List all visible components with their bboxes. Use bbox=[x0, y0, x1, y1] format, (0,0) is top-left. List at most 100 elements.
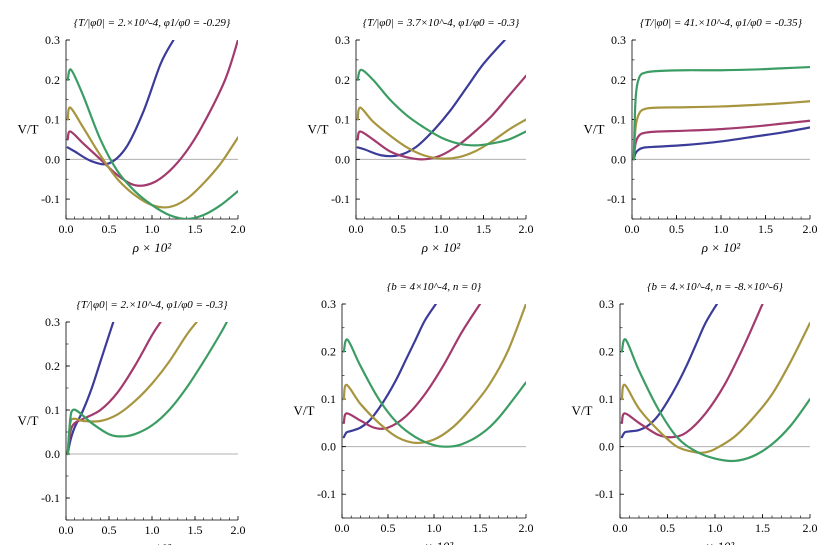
x-axis-label: ρ × 10² bbox=[132, 541, 173, 545]
y-tick-label: 0.3 bbox=[45, 33, 60, 47]
x-tick-label: 1.0 bbox=[708, 521, 723, 535]
x-tick-label: 2.0 bbox=[803, 521, 818, 535]
series-line-blue bbox=[342, 304, 437, 439]
x-tick-label: 1.0 bbox=[427, 521, 442, 535]
y-tick-label: 0.3 bbox=[599, 297, 614, 311]
y-tick-label: 0.3 bbox=[611, 33, 626, 47]
series-line-magenta bbox=[356, 74, 526, 161]
x-tick-label: 0.5 bbox=[102, 523, 117, 537]
y-tick-label: -0.1 bbox=[595, 487, 614, 501]
panel-5: {b = 4×10^-4, n = 0} -0.1 0.0 0.1 0.2 0.3 0.0 0… bbox=[294, 281, 534, 545]
y-tick-label: -0.1 bbox=[41, 491, 60, 505]
y-tick-label: 0.0 bbox=[611, 152, 626, 166]
x-tick-label: 0.5 bbox=[669, 222, 684, 236]
y-axis-label: V/T bbox=[572, 403, 593, 418]
y-tick-label: 0.0 bbox=[335, 152, 350, 166]
x-tick-label: 1.5 bbox=[473, 521, 488, 535]
x-axis-label: ρ × 10² bbox=[414, 539, 455, 545]
x-tick-label: 0.0 bbox=[335, 521, 350, 535]
series-line-magenta bbox=[620, 304, 764, 439]
y-tick-label: 0.3 bbox=[45, 315, 60, 329]
y-tick-label: 0.0 bbox=[45, 152, 60, 166]
y-tick-label: 0.0 bbox=[321, 440, 336, 454]
y-tick-label: 0.0 bbox=[45, 447, 60, 461]
x-tick-label: 0.0 bbox=[59, 523, 74, 537]
x-tick-label: 1.0 bbox=[434, 222, 449, 236]
series-line-green bbox=[66, 68, 238, 219]
y-tick-label: 0.3 bbox=[321, 297, 336, 311]
series-line-gold bbox=[620, 321, 810, 455]
y-axis-label: V/T bbox=[294, 403, 315, 418]
x-tick-label: 1.0 bbox=[714, 222, 729, 236]
panel-title: {b = 4×10^-4, n = 0} bbox=[387, 281, 482, 293]
series-line-green bbox=[620, 338, 810, 463]
series-line-gold bbox=[632, 100, 810, 161]
y-axis-label: V/T bbox=[308, 122, 329, 137]
y-axis-label: V/T bbox=[584, 122, 605, 137]
x-tick-label: 1.5 bbox=[758, 222, 773, 236]
y-tick-label: -0.1 bbox=[331, 192, 350, 206]
series-line-blue bbox=[66, 322, 115, 456]
x-tick-label: 0.0 bbox=[625, 222, 640, 236]
y-tick-label: 0.2 bbox=[45, 359, 60, 373]
series-line-gold bbox=[342, 304, 526, 445]
x-tick-label: 2.0 bbox=[231, 222, 246, 236]
y-tick-label: 0.1 bbox=[335, 113, 350, 127]
y-tick-label: 0.3 bbox=[335, 33, 350, 47]
x-axis-label: ρ × 10² bbox=[701, 240, 742, 255]
series-line-blue bbox=[356, 40, 506, 158]
panel-title: {T/|φ0| = 2.×10^-4, φ1/φ0 = -0.29} bbox=[74, 17, 231, 29]
series-line-gold bbox=[66, 322, 198, 456]
y-tick-label: -0.1 bbox=[607, 192, 626, 206]
x-tick-label: 2.0 bbox=[231, 523, 246, 537]
x-tick-label: 0.5 bbox=[381, 521, 396, 535]
series-line-magenta bbox=[66, 40, 238, 187]
y-tick-label: 0.1 bbox=[321, 392, 336, 406]
y-tick-label: 0.1 bbox=[45, 403, 60, 417]
y-tick-label: 0.2 bbox=[45, 73, 60, 87]
x-tick-label: 0.0 bbox=[349, 222, 364, 236]
x-tick-label: 1.5 bbox=[755, 521, 770, 535]
y-tick-label: 0.0 bbox=[599, 440, 614, 454]
y-tick-label: 0.2 bbox=[335, 73, 350, 87]
x-tick-label: 2.0 bbox=[519, 222, 534, 236]
y-tick-label: 0.2 bbox=[599, 345, 614, 359]
y-axis-label: V/T bbox=[18, 122, 39, 137]
series-line-blue bbox=[620, 304, 718, 439]
y-tick-label: 0.1 bbox=[611, 113, 626, 127]
x-tick-label: 2.0 bbox=[803, 222, 818, 236]
panel-1: {T/|φ0| = 2.×10^-4, φ1/φ0 = -0.29} -0.1 0.… bbox=[18, 17, 246, 255]
panel-4: {T/|φ0| = 2.×10^-4, φ1/φ0 = -0.3} -0.1 0.0… bbox=[18, 299, 246, 545]
x-tick-label: 1.5 bbox=[188, 523, 203, 537]
series-line-gold bbox=[356, 106, 526, 160]
x-tick-label: 2.0 bbox=[519, 521, 534, 535]
y-tick-label: -0.1 bbox=[317, 487, 336, 501]
panel-2: {T/|φ0| = 3.7×10^-4, φ1/φ0 = -0.3} -0.1 0.… bbox=[308, 17, 534, 255]
x-tick-label: 0.5 bbox=[102, 222, 117, 236]
panel-title: {T/|φ0| = 41.×10^-4, φ1/φ0 = -0.35} bbox=[640, 17, 803, 29]
series-line-magenta bbox=[632, 119, 810, 161]
panel-title: {b = 4.×10^-4, n = -8.×10^-6} bbox=[647, 281, 783, 293]
x-tick-label: 1.0 bbox=[145, 523, 160, 537]
series-line-green bbox=[356, 68, 526, 147]
series-line-blue bbox=[66, 40, 175, 166]
x-axis-label: ρ × 10² bbox=[132, 240, 173, 255]
series-line-green bbox=[66, 322, 228, 456]
y-tick-label: 0.1 bbox=[45, 113, 60, 127]
x-tick-label: 1.5 bbox=[188, 222, 203, 236]
series-line-blue bbox=[632, 126, 810, 161]
series-line-magenta bbox=[66, 322, 162, 456]
series-line-green bbox=[632, 65, 810, 161]
x-axis-label: ρ × 10² bbox=[695, 539, 736, 545]
panel-title: {T/|φ0| = 2.×10^-4, φ1/φ0 = -0.3} bbox=[76, 299, 228, 311]
series-line-gold bbox=[66, 106, 238, 209]
x-tick-label: 0.5 bbox=[391, 222, 406, 236]
x-tick-label: 0.0 bbox=[59, 222, 74, 236]
x-tick-label: 1.0 bbox=[145, 222, 160, 236]
x-tick-label: 0.0 bbox=[613, 521, 628, 535]
y-tick-label: 0.1 bbox=[599, 392, 614, 406]
panel-title: {T/|φ0| = 3.7×10^-4, φ1/φ0 = -0.3} bbox=[363, 17, 520, 29]
y-axis-label: V/T bbox=[18, 413, 39, 428]
series-line-green bbox=[342, 338, 526, 448]
